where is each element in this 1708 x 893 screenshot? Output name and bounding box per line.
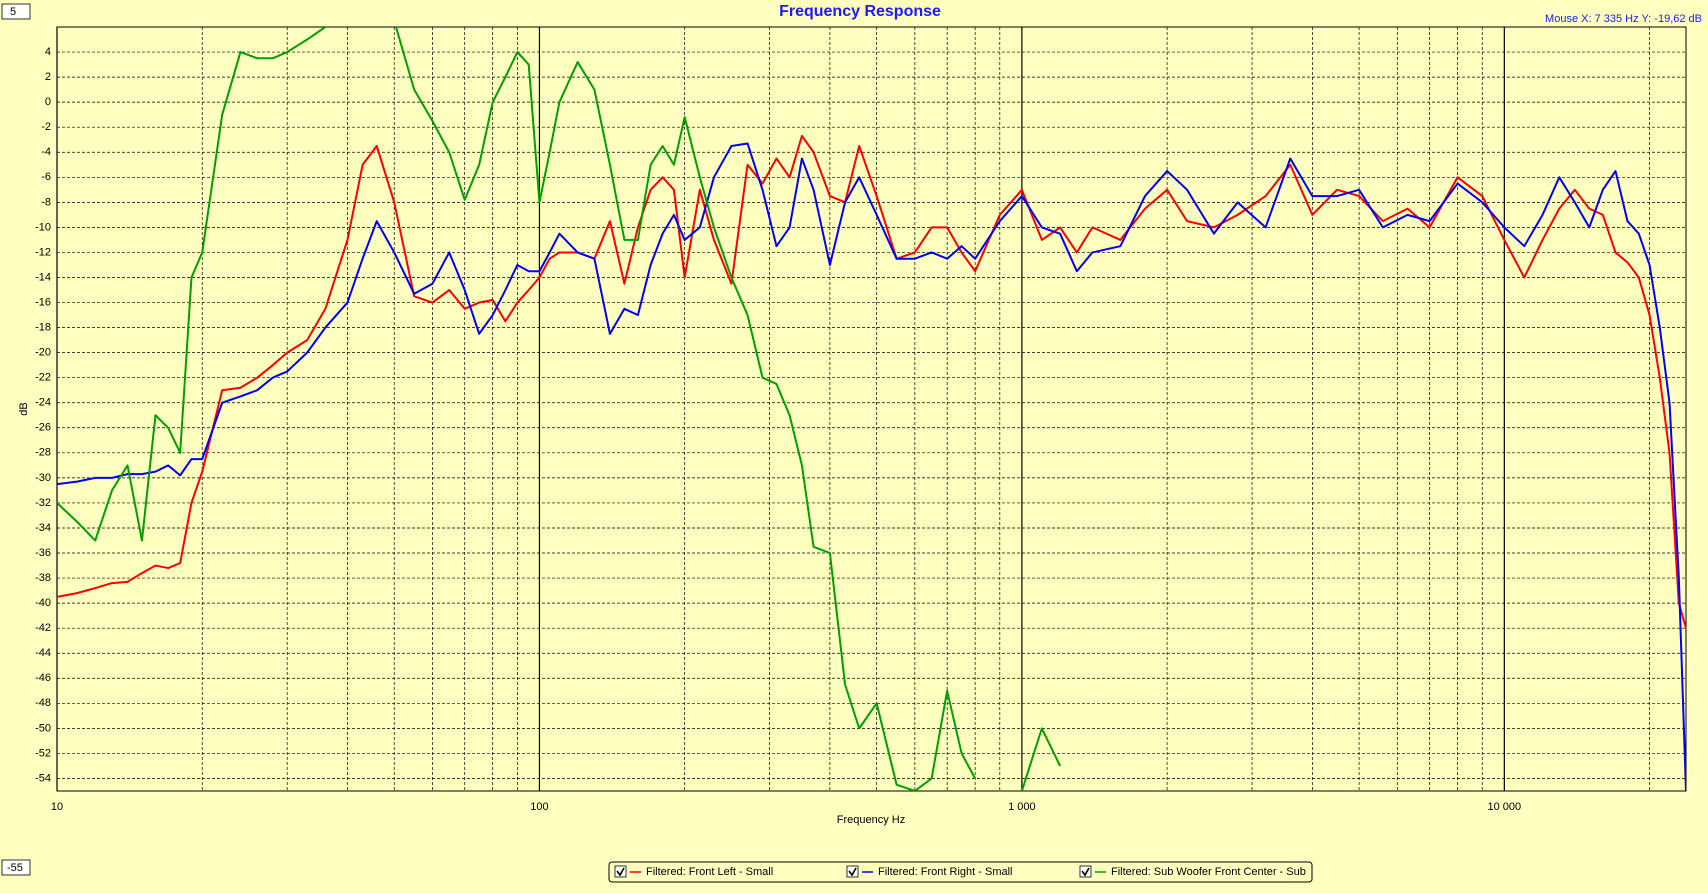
y-tick-label: -22 bbox=[35, 372, 51, 384]
legend-label: Filtered: Front Right - Small bbox=[878, 866, 1012, 878]
series-line bbox=[57, 134, 1686, 629]
legend-box bbox=[608, 861, 1313, 883]
checkbox-box bbox=[1079, 865, 1092, 878]
checkbox-check bbox=[848, 867, 857, 877]
y-tick-label: -54 bbox=[35, 772, 51, 784]
checkbox-box bbox=[614, 865, 627, 878]
top-range-box[interactable]: 5 bbox=[1, 3, 31, 20]
y-tick-label: 4 bbox=[45, 46, 51, 58]
legend-checkbox[interactable] bbox=[614, 865, 627, 878]
range-box-frame bbox=[1, 3, 31, 20]
x-tick-label: 10 bbox=[51, 801, 63, 813]
y-tick-label: -18 bbox=[35, 321, 51, 333]
series-line bbox=[57, 27, 1061, 791]
y-tick-label: -14 bbox=[35, 271, 51, 283]
legend-item: Filtered: Front Left - Small bbox=[614, 865, 773, 878]
y-tick-label: -26 bbox=[35, 422, 51, 434]
y-tick-label: -2 bbox=[41, 121, 51, 133]
y-tick-label: -50 bbox=[35, 722, 51, 734]
legend-checkbox[interactable] bbox=[846, 865, 859, 878]
y-tick-label: -10 bbox=[35, 221, 51, 233]
legend-checkbox[interactable] bbox=[1079, 865, 1092, 878]
y-tick-label: -48 bbox=[35, 697, 51, 709]
x-tick-label: 10 000 bbox=[1487, 801, 1521, 813]
y-tick-label: -20 bbox=[35, 347, 51, 359]
y-tick-label: -24 bbox=[35, 397, 51, 409]
y-tick-label: -4 bbox=[41, 146, 51, 158]
y-tick-label: -36 bbox=[35, 547, 51, 559]
range-box-text: -55 bbox=[7, 862, 23, 874]
y-tick-label: -32 bbox=[35, 497, 51, 509]
legend-label: Filtered: Sub Woofer Front Center - Sub bbox=[1111, 866, 1306, 878]
chart-title: Frequency Response bbox=[779, 3, 941, 20]
y-tick-label: -8 bbox=[41, 196, 51, 208]
range-box-frame bbox=[1, 859, 31, 876]
y-tick-label: -12 bbox=[35, 246, 51, 258]
y-tick-label: -28 bbox=[35, 447, 51, 459]
x-axis-label: Frequency Hz bbox=[837, 814, 905, 826]
y-tick-label: -30 bbox=[35, 472, 51, 484]
y-tick-label: -52 bbox=[35, 747, 51, 759]
checkbox-box bbox=[846, 865, 859, 878]
y-axis-label: dB bbox=[18, 402, 30, 415]
range-box-text: 5 bbox=[10, 6, 16, 18]
checkbox-check bbox=[616, 867, 625, 877]
legend-item: Filtered: Front Right - Small bbox=[846, 865, 1012, 878]
y-tick-label: -44 bbox=[35, 647, 51, 659]
bottom-range-box[interactable]: -55 bbox=[1, 859, 31, 876]
mouse-readout: Mouse X: 7 335 Hz Y: -19,62 dB bbox=[1545, 13, 1702, 25]
y-tick-label: -40 bbox=[35, 597, 51, 609]
y-tick-label: -34 bbox=[35, 522, 51, 534]
series-line bbox=[57, 142, 1686, 791]
y-tick-label: -38 bbox=[35, 572, 51, 584]
y-tick-label: 2 bbox=[45, 71, 51, 83]
y-tick-label: -6 bbox=[41, 171, 51, 183]
legend-label: Filtered: Front Left - Small bbox=[646, 866, 773, 878]
y-tick-label: -16 bbox=[35, 296, 51, 308]
y-tick-label: 0 bbox=[45, 96, 51, 108]
legend-item: Filtered: Sub Woofer Front Center - Sub bbox=[1079, 865, 1306, 878]
y-tick-label: -42 bbox=[35, 622, 51, 634]
x-tick-label: 1 000 bbox=[1008, 801, 1036, 813]
plot-area bbox=[56, 26, 1687, 792]
y-tick-label: -46 bbox=[35, 672, 51, 684]
series-group bbox=[57, 27, 1686, 791]
checkbox-check bbox=[1081, 867, 1090, 877]
x-tick-label: 100 bbox=[530, 801, 548, 813]
